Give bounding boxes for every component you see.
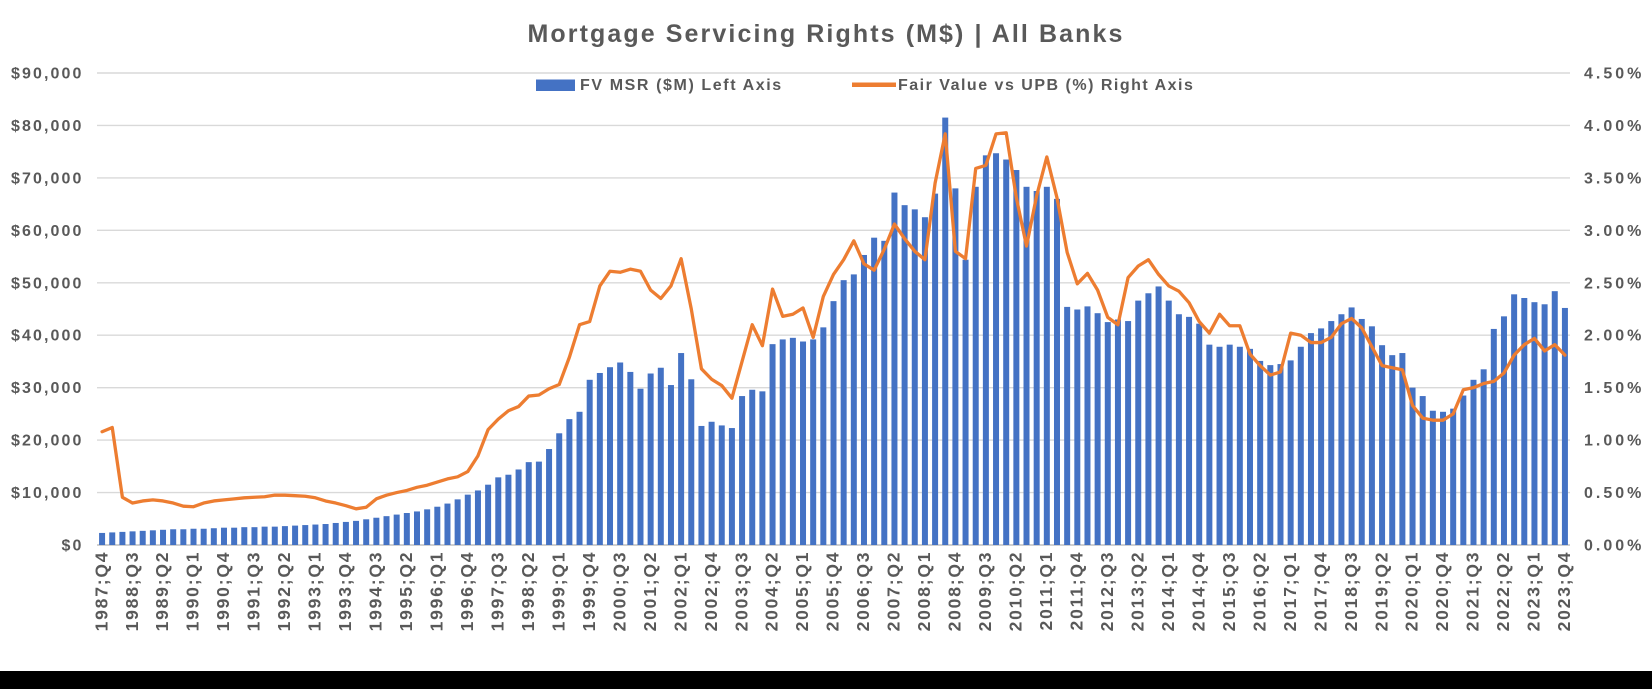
svg-text:1994;Q3: 1994;Q3 <box>366 551 386 632</box>
svg-text:$50,000: $50,000 <box>11 275 84 292</box>
svg-text:2002;Q1: 2002;Q1 <box>670 551 690 632</box>
svg-text:$20,000: $20,000 <box>11 433 84 450</box>
svg-text:2011;Q1: 2011;Q1 <box>1036 551 1056 631</box>
svg-text:4.50%: 4.50% <box>1584 66 1644 83</box>
svg-text:$90,000: $90,000 <box>11 66 84 83</box>
svg-text:2014;Q1: 2014;Q1 <box>1158 551 1178 632</box>
svg-text:Mortgage Servicing Rights (M$): Mortgage Servicing Rights (M$) | All Ban… <box>527 20 1124 48</box>
svg-text:FV MSR ($M) Left Axis: FV MSR ($M) Left Axis <box>580 77 783 94</box>
svg-text:2017;Q4: 2017;Q4 <box>1310 551 1330 632</box>
svg-text:4.00%: 4.00% <box>1584 118 1644 135</box>
svg-text:2010;Q2: 2010;Q2 <box>1006 551 1026 632</box>
svg-text:2020;Q1: 2020;Q1 <box>1402 551 1422 632</box>
svg-text:2000;Q3: 2000;Q3 <box>609 551 629 632</box>
svg-text:$60,000: $60,000 <box>11 223 84 240</box>
svg-text:3.00%: 3.00% <box>1584 223 1644 240</box>
svg-text:1990;Q1: 1990;Q1 <box>183 551 203 632</box>
svg-text:1.00%: 1.00% <box>1584 433 1644 450</box>
svg-text:1999;Q4: 1999;Q4 <box>579 551 599 632</box>
svg-text:2014;Q4: 2014;Q4 <box>1188 551 1208 632</box>
svg-text:Fair Value vs UPB (%) Right Ax: Fair Value vs UPB (%) Right Axis <box>898 77 1194 94</box>
svg-text:2009;Q3: 2009;Q3 <box>975 551 995 632</box>
svg-text:2008;Q4: 2008;Q4 <box>945 551 965 632</box>
svg-text:$10,000: $10,000 <box>11 485 84 502</box>
svg-text:1995;Q2: 1995;Q2 <box>396 551 416 632</box>
svg-text:2011;Q4: 2011;Q4 <box>1067 551 1087 631</box>
svg-text:2023;Q1: 2023;Q1 <box>1524 551 1544 632</box>
svg-text:2023;Q4: 2023;Q4 <box>1554 551 1574 632</box>
svg-text:2004;Q2: 2004;Q2 <box>762 551 782 632</box>
svg-text:2013;Q2: 2013;Q2 <box>1128 551 1148 632</box>
svg-text:2016;Q2: 2016;Q2 <box>1249 551 1269 632</box>
svg-text:2007;Q2: 2007;Q2 <box>884 551 904 632</box>
svg-text:2022;Q2: 2022;Q2 <box>1493 551 1513 632</box>
svg-text:1.50%: 1.50% <box>1584 380 1644 397</box>
svg-text:$70,000: $70,000 <box>11 170 84 187</box>
svg-text:1990;Q4: 1990;Q4 <box>213 551 233 632</box>
svg-text:2001;Q2: 2001;Q2 <box>640 551 660 632</box>
svg-text:1991;Q3: 1991;Q3 <box>244 551 264 632</box>
svg-text:$0: $0 <box>62 538 84 555</box>
svg-text:2002;Q4: 2002;Q4 <box>701 551 721 632</box>
svg-text:1993;Q4: 1993;Q4 <box>335 551 355 632</box>
svg-text:1996;Q1: 1996;Q1 <box>427 551 447 632</box>
svg-text:2006;Q3: 2006;Q3 <box>853 551 873 632</box>
svg-text:2.50%: 2.50% <box>1584 275 1644 292</box>
svg-text:2008;Q1: 2008;Q1 <box>914 551 934 632</box>
svg-text:2018;Q3: 2018;Q3 <box>1341 551 1361 632</box>
svg-text:1999;Q1: 1999;Q1 <box>548 551 568 632</box>
svg-text:2.00%: 2.00% <box>1584 328 1644 345</box>
svg-text:2005;Q1: 2005;Q1 <box>792 551 812 632</box>
svg-text:1987;Q4: 1987;Q4 <box>91 551 111 632</box>
svg-text:$80,000: $80,000 <box>11 118 84 135</box>
svg-text:0.50%: 0.50% <box>1584 485 1644 502</box>
svg-text:2003;Q3: 2003;Q3 <box>731 551 751 632</box>
svg-text:2021;Q3: 2021;Q3 <box>1463 551 1483 632</box>
svg-text:1996;Q4: 1996;Q4 <box>457 551 477 632</box>
svg-text:1997;Q3: 1997;Q3 <box>488 551 508 632</box>
svg-text:2005;Q4: 2005;Q4 <box>823 551 843 632</box>
svg-text:2015;Q3: 2015;Q3 <box>1219 551 1239 632</box>
svg-text:1989;Q2: 1989;Q2 <box>152 551 172 632</box>
svg-text:$40,000: $40,000 <box>11 328 84 345</box>
svg-text:2012;Q3: 2012;Q3 <box>1097 551 1117 632</box>
svg-text:1988;Q3: 1988;Q3 <box>122 551 142 632</box>
svg-text:1993;Q1: 1993;Q1 <box>305 551 325 632</box>
svg-text:$30,000: $30,000 <box>11 380 84 397</box>
svg-text:2017;Q1: 2017;Q1 <box>1280 551 1300 632</box>
svg-text:1992;Q2: 1992;Q2 <box>274 551 294 632</box>
svg-text:2019;Q2: 2019;Q2 <box>1371 551 1391 632</box>
svg-text:3.50%: 3.50% <box>1584 170 1644 187</box>
svg-text:2020;Q4: 2020;Q4 <box>1432 551 1452 632</box>
svg-text:0.00%: 0.00% <box>1584 538 1644 555</box>
svg-text:1998;Q2: 1998;Q2 <box>518 551 538 632</box>
